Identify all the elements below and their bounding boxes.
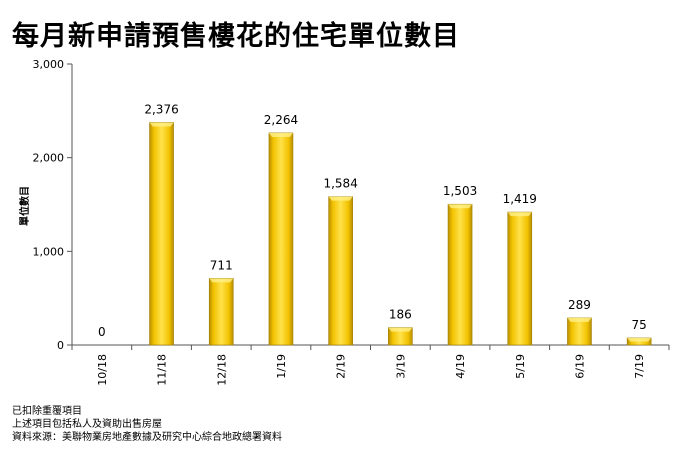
y-tick-label: 3,000: [33, 58, 65, 71]
value-label: 289: [568, 298, 591, 312]
footnotes: 已扣除重覆項目 上述項目包括私人及資助出售房屋 資料來源：美聯物業房地產數據及研…: [12, 405, 282, 444]
x-tick-label: 6/19: [573, 354, 586, 379]
bar-bevel: [209, 278, 234, 283]
bar-bevel: [328, 196, 353, 201]
footnote-1: 已扣除重覆項目: [12, 406, 82, 417]
bar-bevel: [507, 212, 532, 217]
bar: [208, 278, 234, 346]
x-tick-label: 12/18: [215, 354, 228, 386]
bar-bevel: [448, 204, 473, 209]
bar-bevel: [268, 132, 293, 137]
value-label: 1,503: [443, 184, 477, 198]
footnote-2: 上述項目包括私人及資助出售房屋: [12, 419, 162, 430]
value-label: 2,376: [144, 102, 178, 116]
bar-bevel: [388, 327, 413, 332]
y-tick-label: 0: [57, 339, 64, 352]
value-label: 0: [98, 325, 106, 339]
y-axis-label: 單位數目: [18, 186, 31, 226]
bar: [507, 211, 533, 346]
bar: [149, 122, 174, 346]
y-tick-label: 1,000: [33, 245, 65, 258]
x-tick-label: 3/19: [394, 354, 407, 379]
bar-bevel: [149, 122, 174, 127]
value-label: 1,419: [503, 192, 537, 206]
x-tick-label: 11/18: [156, 354, 169, 386]
x-tick-label: 1/19: [275, 354, 288, 379]
bar: [268, 132, 294, 346]
chart-title: 每月新申請預售樓花的住宅單位數目: [12, 21, 460, 52]
x-tick-label: 7/19: [633, 354, 646, 379]
x-tick-label: 2/19: [335, 354, 348, 379]
x-tick-label: 5/19: [514, 354, 527, 379]
plot-area: 0 1,000 2,000 3,000 0 10/18 2,376 11/18 711 12/18…: [33, 58, 670, 386]
bar: [567, 317, 592, 346]
value-label: 75: [632, 318, 647, 332]
x-tick-label: 4/19: [454, 354, 467, 379]
x-tick-label: 10/18: [96, 354, 109, 386]
value-label: 2,264: [264, 113, 298, 127]
value-label: 1,584: [323, 177, 357, 191]
bar-bevel: [567, 317, 592, 322]
value-label: 186: [389, 308, 412, 322]
value-label: 711: [210, 258, 233, 272]
bar: [447, 203, 473, 346]
footnote-source: 資料來源：美聯物業房地產數據及研究中心綜合地政總署資料: [12, 432, 282, 443]
bar-bevel: [627, 337, 652, 342]
y-tick-label: 2,000: [33, 152, 65, 165]
bar: [328, 196, 353, 346]
